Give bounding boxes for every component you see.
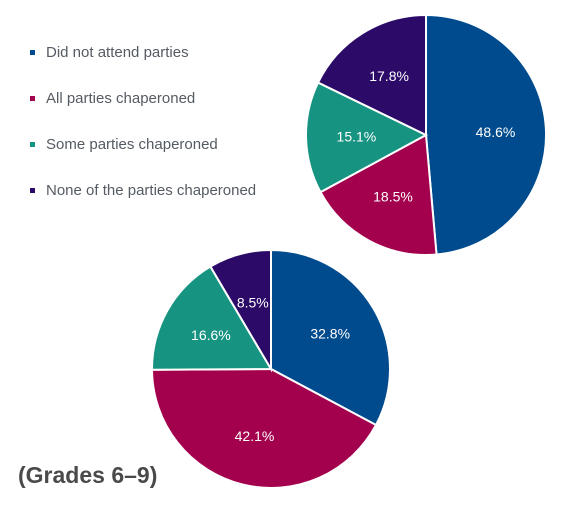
pie-1-slice-did-not-attend-parties [425,13,548,256]
pie-1-label-did-not-attend-parties: 48.6% [476,124,516,140]
legend-item-some-chaperoned: Some parties chaperoned [30,134,270,155]
pie-2-slice-did-not-attend-parties [270,248,391,427]
legend-label-some-chaperoned: Some parties chaperoned [46,136,218,153]
legend-swatch-all-chaperoned [30,96,35,101]
pie-chart-1: 48.6% 18.5% 15.1% 17.8% [305,13,548,256]
pie-1-label-some-parties-chaperoned: 15.1% [337,129,377,145]
pie-2-slice-none-of-the-parties-chaperoned [209,248,272,373]
pie-2-label-none-of-the-parties-chaperoned: 8.5% [237,294,269,310]
legend-swatch-some-chaperoned [30,142,35,147]
pie-2-slice-some-parties-chaperoned [150,265,273,371]
legend: Did not attend parties All parties chape… [30,42,270,201]
pie-chart-2: 32.8% 42.1% 16.6% 8.5% [150,248,391,489]
legend-item-none-chaperoned: None of the parties chaperoned [30,180,270,201]
pie-1-slice-all-parties-chaperoned [319,133,438,256]
legend-label-did-not-attend: Did not attend parties [46,44,189,61]
pie-2-label-all-parties-chaperoned: 42.1% [235,428,275,444]
grades-label: (Grades 6–9) [18,462,158,488]
pie-2-label-some-parties-chaperoned: 16.6% [191,327,231,343]
pie-2-label-did-not-attend-parties: 32.8% [310,326,350,342]
legend-label-all-chaperoned: All parties chaperoned [46,90,196,107]
pie-1-label-none-of-the-parties-chaperoned: 17.8% [369,68,409,84]
legend-swatch-none-chaperoned [30,188,35,193]
legend-item-did-not-attend: Did not attend parties [30,42,270,63]
legend-swatch-did-not-attend [30,50,35,55]
pie-1-slice-some-parties-chaperoned [305,81,429,194]
pie-1-slice-none-of-the-parties-chaperoned [316,13,427,137]
legend-label-none-chaperoned: None of the parties chaperoned [46,182,257,199]
pie-2-slice-all-parties-chaperoned [150,367,378,489]
legend-item-all-chaperoned: All parties chaperoned [30,88,270,109]
pie-1-label-all-parties-chaperoned: 18.5% [373,188,413,204]
